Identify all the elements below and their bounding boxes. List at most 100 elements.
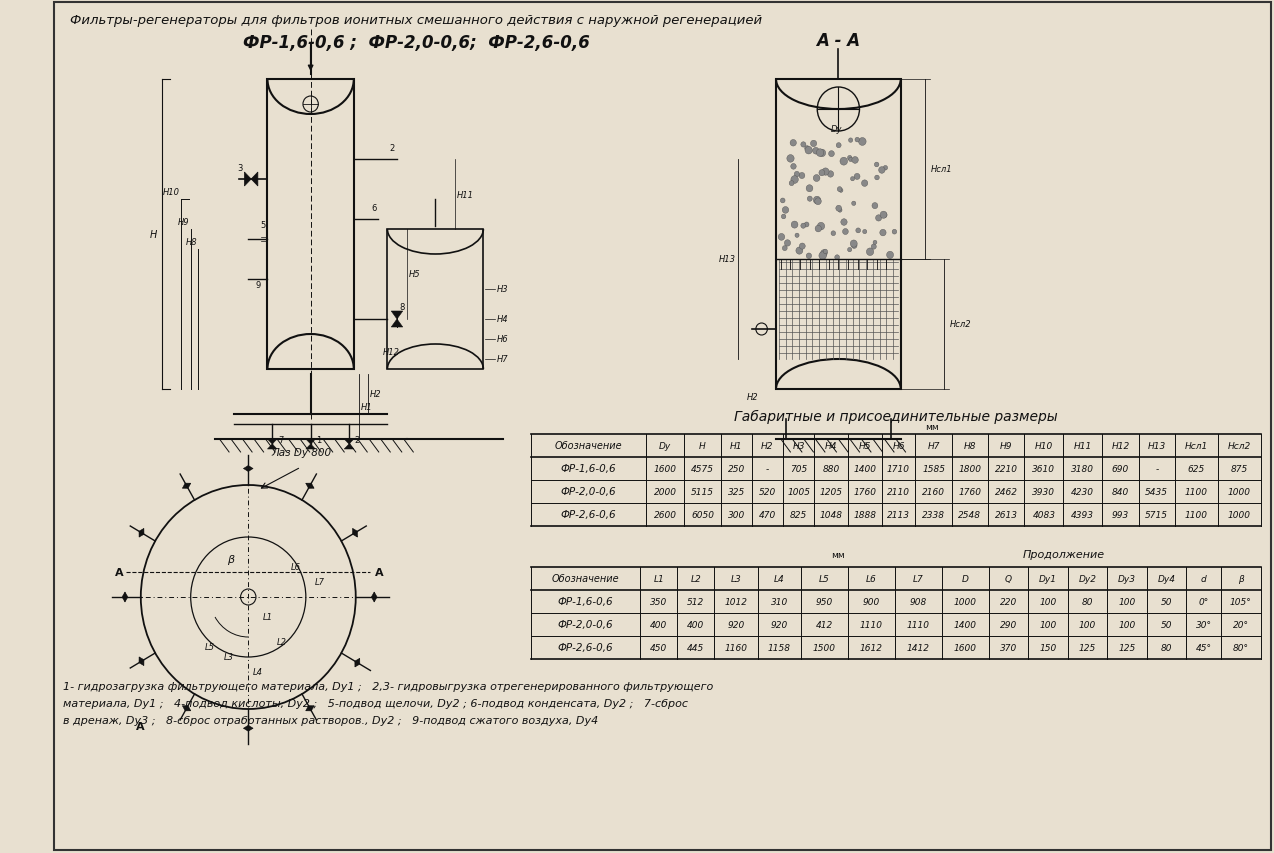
Polygon shape bbox=[344, 444, 354, 450]
Text: L5: L5 bbox=[205, 643, 215, 652]
Circle shape bbox=[856, 229, 860, 234]
Text: 4575: 4575 bbox=[691, 464, 715, 473]
Text: d: d bbox=[1201, 574, 1206, 583]
Text: ФР-2,0-0,6: ФР-2,0-0,6 bbox=[558, 620, 614, 630]
Text: 2613: 2613 bbox=[995, 510, 1018, 519]
Text: 1205: 1205 bbox=[819, 487, 842, 496]
Text: L7: L7 bbox=[315, 577, 325, 587]
Text: L7: L7 bbox=[912, 574, 924, 583]
Text: мм: мм bbox=[831, 550, 845, 560]
Circle shape bbox=[791, 222, 798, 229]
Circle shape bbox=[840, 158, 847, 166]
Text: L6: L6 bbox=[866, 574, 877, 583]
Text: 450: 450 bbox=[650, 643, 668, 653]
Text: H5: H5 bbox=[859, 442, 871, 450]
Circle shape bbox=[791, 165, 796, 170]
Text: 5115: 5115 bbox=[691, 487, 715, 496]
Polygon shape bbox=[243, 466, 254, 469]
Circle shape bbox=[834, 256, 840, 260]
Text: β: β bbox=[227, 554, 234, 565]
Text: Dy: Dy bbox=[659, 442, 671, 450]
Text: А - А: А - А bbox=[817, 32, 860, 50]
Text: в дренаж, Dy3 ;   8-сброс отработанных растворов., Dy2 ;   9-подвод сжатого возд: в дренаж, Dy3 ; 8-сброс отработанных рас… bbox=[64, 715, 599, 725]
Text: 125: 125 bbox=[1119, 643, 1135, 653]
Text: 6050: 6050 bbox=[691, 510, 715, 519]
Text: 470: 470 bbox=[759, 510, 776, 519]
Circle shape bbox=[799, 173, 805, 179]
Text: D: D bbox=[962, 574, 968, 583]
Text: 4083: 4083 bbox=[1032, 510, 1055, 519]
Circle shape bbox=[815, 199, 822, 206]
Text: Dy4: Dy4 bbox=[1158, 574, 1176, 583]
Text: H13: H13 bbox=[719, 255, 735, 264]
Text: Q: Q bbox=[1005, 574, 1012, 583]
Polygon shape bbox=[306, 484, 315, 489]
Text: 920: 920 bbox=[727, 620, 744, 630]
Text: 1- гидрозагрузка фильтрующего материала, Dy1 ;   2,3- гидровыгрузка отрегенериро: 1- гидрозагрузка фильтрующего материала,… bbox=[64, 682, 713, 691]
Circle shape bbox=[796, 247, 803, 255]
Text: 2462: 2462 bbox=[995, 487, 1018, 496]
Polygon shape bbox=[139, 529, 144, 537]
Text: 1600: 1600 bbox=[654, 464, 676, 473]
Circle shape bbox=[815, 226, 822, 233]
Text: 20°: 20° bbox=[1233, 620, 1249, 630]
Text: L2: L2 bbox=[276, 638, 287, 647]
Text: 4393: 4393 bbox=[1071, 510, 1094, 519]
Text: 50: 50 bbox=[1161, 597, 1172, 606]
Text: Dy: Dy bbox=[831, 125, 842, 134]
Circle shape bbox=[791, 177, 799, 184]
Text: 300: 300 bbox=[727, 510, 745, 519]
Text: 105°: 105° bbox=[1229, 597, 1251, 606]
Circle shape bbox=[838, 209, 842, 213]
Circle shape bbox=[787, 155, 794, 163]
Text: 875: 875 bbox=[1231, 464, 1247, 473]
Text: Обозначение: Обозначение bbox=[554, 441, 622, 451]
Circle shape bbox=[847, 248, 852, 252]
Text: H10: H10 bbox=[163, 188, 180, 197]
Circle shape bbox=[808, 197, 813, 202]
Polygon shape bbox=[353, 529, 358, 537]
Text: 1585: 1585 bbox=[922, 464, 945, 473]
Text: H2: H2 bbox=[748, 392, 759, 402]
Circle shape bbox=[847, 156, 852, 161]
Text: 310: 310 bbox=[771, 597, 787, 606]
Circle shape bbox=[810, 141, 817, 148]
Circle shape bbox=[822, 169, 829, 176]
Text: L3: L3 bbox=[224, 653, 234, 662]
Text: 370: 370 bbox=[1000, 643, 1017, 653]
Text: 100: 100 bbox=[1040, 620, 1056, 630]
Text: 412: 412 bbox=[815, 620, 833, 630]
Text: H13: H13 bbox=[1148, 442, 1166, 450]
Text: 2: 2 bbox=[390, 144, 395, 153]
Text: 1710: 1710 bbox=[887, 464, 910, 473]
Text: Dy2: Dy2 bbox=[1079, 574, 1097, 583]
Circle shape bbox=[827, 171, 833, 178]
Text: L4: L4 bbox=[773, 574, 785, 583]
Polygon shape bbox=[375, 592, 377, 602]
Text: 1000: 1000 bbox=[954, 597, 977, 606]
Circle shape bbox=[851, 202, 856, 206]
Circle shape bbox=[851, 243, 857, 249]
Text: 30°: 30° bbox=[1196, 620, 1212, 630]
Text: 2600: 2600 bbox=[654, 510, 676, 519]
Text: 2338: 2338 bbox=[922, 510, 945, 519]
Text: 1412: 1412 bbox=[907, 643, 930, 653]
Circle shape bbox=[790, 141, 796, 147]
Text: 520: 520 bbox=[759, 487, 776, 496]
Text: H3: H3 bbox=[497, 285, 508, 294]
Text: H9: H9 bbox=[178, 218, 190, 227]
Circle shape bbox=[823, 250, 828, 254]
Text: 290: 290 bbox=[1000, 620, 1017, 630]
Circle shape bbox=[871, 203, 878, 210]
Text: 1012: 1012 bbox=[725, 597, 748, 606]
Text: H11: H11 bbox=[1074, 442, 1092, 450]
Circle shape bbox=[859, 138, 866, 146]
Text: H6: H6 bbox=[892, 442, 905, 450]
Polygon shape bbox=[268, 444, 276, 450]
Text: A: A bbox=[375, 567, 383, 577]
Circle shape bbox=[880, 230, 887, 236]
Text: 1110: 1110 bbox=[860, 620, 883, 630]
Text: A: A bbox=[115, 567, 124, 577]
Circle shape bbox=[855, 138, 860, 142]
Polygon shape bbox=[243, 728, 254, 731]
